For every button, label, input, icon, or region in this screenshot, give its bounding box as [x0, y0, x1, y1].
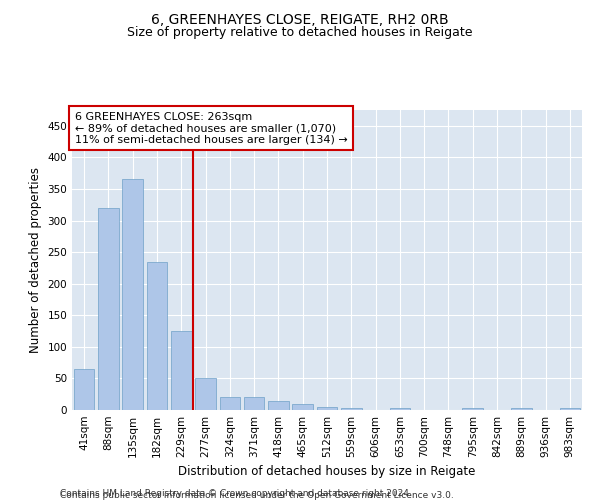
Bar — [74, 369, 94, 410]
Bar — [560, 408, 580, 410]
Y-axis label: Number of detached properties: Number of detached properties — [29, 167, 42, 353]
Bar — [195, 378, 216, 410]
Bar — [146, 262, 167, 410]
Text: Contains HM Land Registry data © Crown copyright and database right 2024.: Contains HM Land Registry data © Crown c… — [60, 488, 412, 498]
X-axis label: Distribution of detached houses by size in Reigate: Distribution of detached houses by size … — [178, 466, 476, 478]
Bar — [389, 408, 410, 410]
Bar — [268, 400, 289, 410]
Bar — [292, 404, 313, 410]
Text: 6, GREENHAYES CLOSE, REIGATE, RH2 0RB: 6, GREENHAYES CLOSE, REIGATE, RH2 0RB — [151, 12, 449, 26]
Bar — [220, 398, 240, 410]
Bar — [463, 408, 483, 410]
Text: 6 GREENHAYES CLOSE: 263sqm
← 89% of detached houses are smaller (1,070)
11% of s: 6 GREENHAYES CLOSE: 263sqm ← 89% of deta… — [74, 112, 347, 144]
Text: Size of property relative to detached houses in Reigate: Size of property relative to detached ho… — [127, 26, 473, 39]
Bar — [98, 208, 119, 410]
Bar — [341, 408, 362, 410]
Bar — [511, 408, 532, 410]
Bar — [171, 331, 191, 410]
Text: Contains public sector information licensed under the Open Government Licence v3: Contains public sector information licen… — [60, 491, 454, 500]
Bar — [317, 407, 337, 410]
Bar — [244, 398, 265, 410]
Bar — [122, 180, 143, 410]
